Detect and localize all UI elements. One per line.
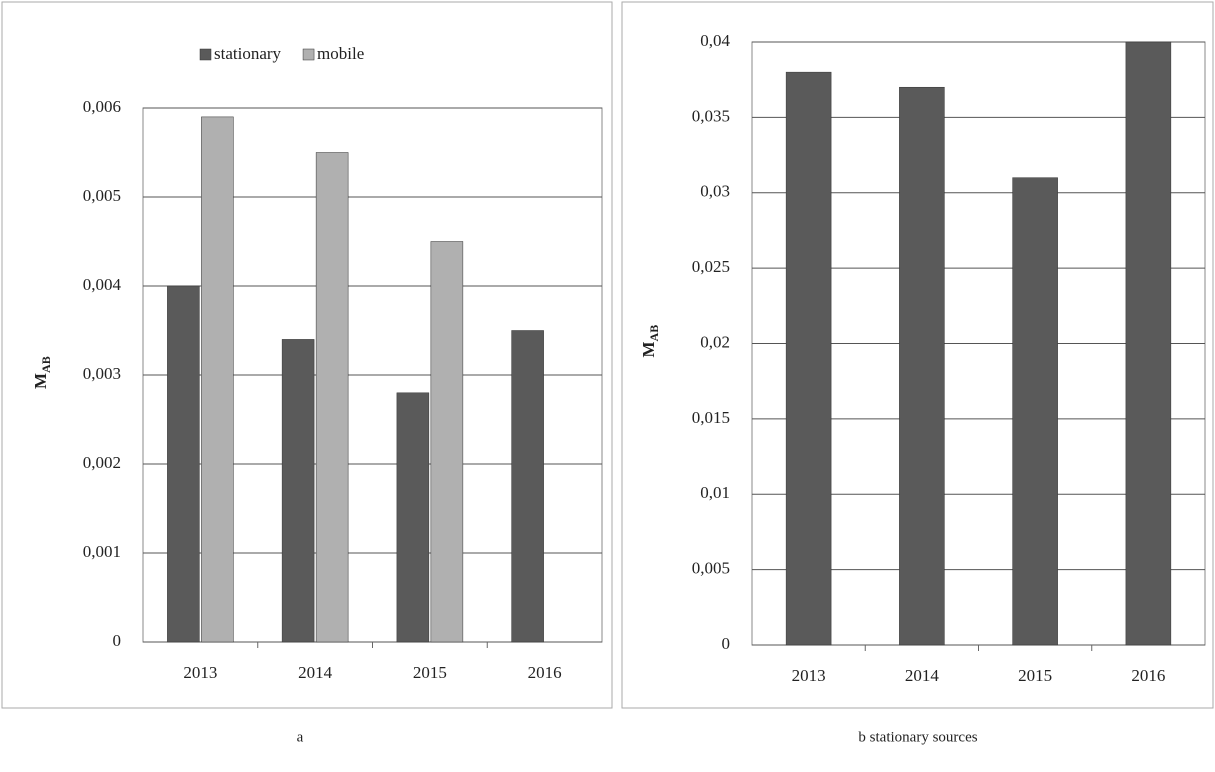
legend-label: stationary xyxy=(214,44,282,63)
caption: b stationary sources xyxy=(858,729,977,745)
bar xyxy=(511,330,544,643)
y-tick-label: 0,015 xyxy=(692,408,730,427)
y-axis-label: MAB xyxy=(31,356,53,389)
x-tick-label: 2013 xyxy=(183,663,217,682)
bar xyxy=(430,241,464,643)
y-tick-label: 0,001 xyxy=(83,542,121,561)
bar xyxy=(167,285,200,643)
y-tick-label: 0,005 xyxy=(83,186,121,205)
legend-swatch xyxy=(199,48,212,61)
y-tick-label: 0,03 xyxy=(700,182,730,201)
bar xyxy=(315,152,349,643)
y-tick-label: 0,003 xyxy=(83,364,121,383)
x-tick-label: 2014 xyxy=(905,666,940,685)
y-tick-label: 0,025 xyxy=(692,257,730,276)
x-tick-label: 2016 xyxy=(528,663,562,682)
y-tick-label: 0,035 xyxy=(692,106,730,125)
y-axis-label-sub: AB xyxy=(39,356,53,373)
bar xyxy=(785,71,832,646)
y-axis-label: MAB xyxy=(639,325,661,358)
bar xyxy=(899,86,945,646)
y-tick-label: 0 xyxy=(722,634,731,653)
bar xyxy=(396,392,430,643)
x-tick-label: 2015 xyxy=(413,663,447,682)
bar xyxy=(201,116,234,643)
y-tick-label: 0,004 xyxy=(83,275,122,294)
x-tick-label: 2014 xyxy=(298,663,333,682)
bar xyxy=(1012,177,1058,646)
x-tick-label: 2016 xyxy=(1131,666,1165,685)
y-tick-label: 0,01 xyxy=(700,483,730,502)
y-tick-label: 0,005 xyxy=(692,559,730,578)
bar xyxy=(281,339,315,643)
legend-swatch xyxy=(302,48,315,61)
y-axis-label-main: M xyxy=(639,341,658,357)
bar xyxy=(1125,41,1172,646)
y-tick-label: 0 xyxy=(113,631,122,650)
y-tick-label: 0,006 xyxy=(83,97,121,116)
legend-label: mobile xyxy=(317,44,364,63)
y-tick-label: 0,02 xyxy=(700,332,730,351)
x-tick-label: 2013 xyxy=(792,666,826,685)
y-axis-label-main: M xyxy=(31,373,50,389)
x-tick-label: 2015 xyxy=(1018,666,1052,685)
y-tick-label: 0,002 xyxy=(83,453,121,472)
caption: a xyxy=(297,729,304,745)
y-axis-label-sub: AB xyxy=(647,325,661,342)
y-tick-label: 0,04 xyxy=(700,31,730,50)
